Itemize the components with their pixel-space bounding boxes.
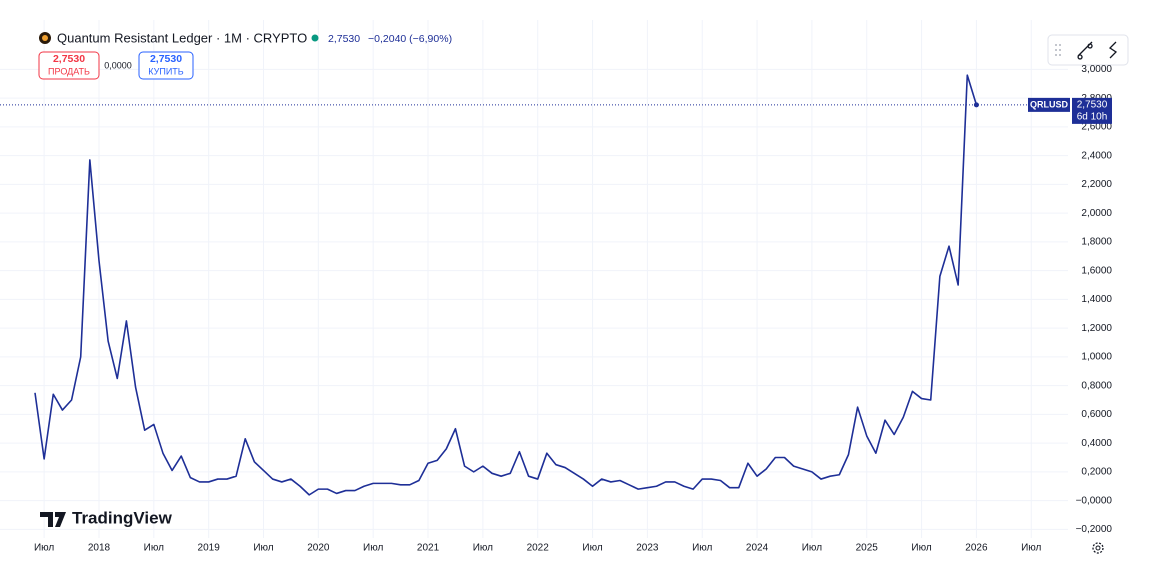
y-tick-label: 2,2000 <box>1081 179 1112 190</box>
x-tick-label: Июл <box>1021 543 1041 554</box>
x-tick-label: Июл <box>692 543 712 554</box>
y-tick-label: 2,6000 <box>1081 122 1112 133</box>
x-tick-label: Июл <box>802 543 822 554</box>
y-tick-label: 1,4000 <box>1081 294 1112 305</box>
market-status[interactable] <box>311 34 319 42</box>
coin-icon-inner <box>42 35 48 41</box>
buy-label: КУПИТЬ <box>148 66 183 76</box>
x-tick-label: 2025 <box>856 543 879 554</box>
price-tag-text: 2,7530 <box>1077 100 1108 111</box>
y-tick-label: 0,2000 <box>1081 467 1112 478</box>
y-tick-label: 1,6000 <box>1081 265 1112 276</box>
trend-line-tool[interactable] <box>1077 41 1093 60</box>
x-tick-label: 2021 <box>417 543 440 554</box>
spread: 0,0000 <box>104 60 132 70</box>
y-tick-label: 0,8000 <box>1081 380 1112 391</box>
x-tick-label: 2022 <box>527 543 550 554</box>
x-tick-label: 2019 <box>198 543 221 554</box>
symbol-tag-text: QRLUSD <box>1030 99 1069 109</box>
x-tick-label: 2026 <box>965 543 988 554</box>
logo-text: TradingView <box>72 508 173 527</box>
last-point <box>973 102 979 108</box>
plot <box>0 74 1068 496</box>
sell-price: 2,7530 <box>53 53 85 65</box>
sell-button[interactable] <box>38 51 100 80</box>
y-tick-label: −0,2000 <box>1076 524 1113 535</box>
grid <box>0 20 1068 538</box>
x-tick-label: Июл <box>473 543 493 554</box>
x-tick-label: Июл <box>911 543 931 554</box>
settings-icon-center <box>1095 545 1101 551</box>
y-tick-label: 1,0000 <box>1081 352 1112 363</box>
y-tick-label: 2,0000 <box>1081 208 1112 219</box>
x-tick-label: Июл <box>34 543 54 554</box>
y-tick-label: 0,6000 <box>1081 409 1112 420</box>
countdown-text: 6d 10h <box>1077 112 1108 123</box>
toolbar <box>1047 34 1129 66</box>
settings-button[interactable] <box>1092 542 1104 554</box>
y-tick-label: 1,2000 <box>1081 323 1112 334</box>
y-tick-label: 3,0000 <box>1081 64 1112 75</box>
x-tick-label: Июл <box>253 543 273 554</box>
x-tick-label: 2018 <box>88 543 111 554</box>
y-tick-label: −0,0000 <box>1076 495 1113 506</box>
x-tick-label: Июл <box>363 543 383 554</box>
symbol-tag <box>1028 97 1070 112</box>
price-tag <box>1072 97 1112 124</box>
x-tick-label: Июл <box>144 543 164 554</box>
y-tick-label: 1,8000 <box>1081 237 1112 248</box>
price-change: −0,2040 (−6,90%) <box>368 33 452 45</box>
buy-price: 2,7530 <box>150 53 182 65</box>
price-line <box>34 74 978 496</box>
fib-tool[interactable] <box>1108 41 1118 59</box>
y-tick-label: 0,4000 <box>1081 438 1112 449</box>
drag-handle[interactable] <box>1055 44 1061 56</box>
y-tick-label: 2,4000 <box>1081 150 1112 161</box>
chart-title: Quantum Resistant Ledger · 1M · CRYPTO <box>57 30 307 45</box>
x-tick-label: 2020 <box>307 543 330 554</box>
x-tick-label: 2024 <box>746 543 769 554</box>
last-price: 2,7530 <box>328 33 360 45</box>
logo-mark <box>40 512 66 527</box>
x-tick-label: Июл <box>582 543 602 554</box>
x-tick-label: 2023 <box>636 543 659 554</box>
sell-label: ПРОДАТЬ <box>48 66 90 76</box>
buy-button[interactable] <box>138 51 194 80</box>
